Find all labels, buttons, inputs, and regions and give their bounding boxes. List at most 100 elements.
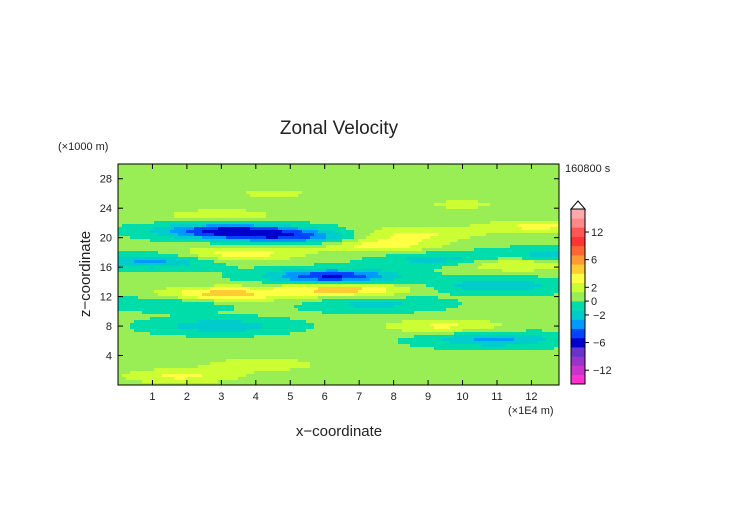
heatmap-cell [182,185,187,189]
heatmap-cell [234,209,239,213]
heatmap-cell [450,251,455,255]
heatmap-cell [474,263,479,267]
heatmap-cell [270,281,275,285]
heatmap-cell [366,185,371,189]
heatmap-cell [242,266,247,270]
heatmap-cell [274,233,279,237]
heatmap-cell [418,197,423,201]
heatmap-cell [206,215,211,219]
heatmap-cell [150,257,155,261]
heatmap-cell [138,182,143,186]
heatmap-cell [402,182,407,186]
heatmap-cell [390,248,395,252]
heatmap-cell [318,200,323,204]
heatmap-cell [398,188,403,192]
heatmap-cell [262,209,267,213]
heatmap-cell [306,230,311,234]
heatmap-cell [518,185,523,189]
heatmap-cell [222,284,227,288]
heatmap-cell [206,290,211,294]
heatmap-cell [454,170,459,174]
heatmap-cell [226,179,231,183]
heatmap-cell [290,293,295,297]
heatmap-cell [230,215,235,219]
heatmap-cell [406,221,411,225]
heatmap-cell [454,176,459,180]
heatmap-cell [134,230,139,234]
heatmap-cell [290,170,295,174]
heatmap-cell [514,218,519,222]
heatmap-cell [458,203,463,207]
heatmap-cell [522,212,527,216]
heatmap-cell [498,221,503,225]
heatmap-cell [430,260,435,264]
heatmap-cell [314,254,319,258]
heatmap-cell [346,272,351,276]
heatmap-cell [538,218,543,222]
heatmap-cell [142,182,147,186]
heatmap-cell [178,218,183,222]
heatmap-cell [198,233,203,237]
heatmap-cell [430,182,435,186]
heatmap-cell [238,194,243,198]
heatmap-cell [450,182,455,186]
heatmap-cell [438,239,443,243]
heatmap-cell [494,245,499,249]
heatmap-cell [310,185,315,189]
heatmap-cell [426,251,431,255]
heatmap-cell [318,215,323,219]
heatmap-cell [474,164,479,168]
heatmap-cell [442,164,447,168]
heatmap-cell [402,254,407,258]
heatmap-cell [478,227,483,231]
heatmap-cell [246,233,251,237]
heatmap-cell [390,212,395,216]
heatmap-cell [122,185,127,189]
heatmap-cell [530,185,535,189]
heatmap-cell [258,245,263,249]
heatmap-cell [302,248,307,252]
heatmap-cell [242,287,247,291]
heatmap-cell [506,200,511,204]
heatmap-cell [370,278,375,282]
heatmap-cell [382,200,387,204]
heatmap-cell [278,263,283,267]
heatmap-cell [510,194,515,198]
heatmap-cell [130,218,135,222]
heatmap-cell [130,170,135,174]
heatmap-cell [506,248,511,252]
heatmap-cell [490,257,495,261]
heatmap-cell [406,176,411,180]
heatmap-cell [286,224,291,228]
heatmap-cell [462,242,467,246]
heatmap-cell [354,182,359,186]
heatmap-cell [202,227,207,231]
heatmap-cell [146,257,151,261]
heatmap-cell [342,197,347,201]
heatmap-cell [206,239,211,243]
heatmap-cell [302,266,307,270]
heatmap-cell [138,245,143,249]
heatmap-cell [142,233,147,237]
heatmap-cell [350,251,355,255]
heatmap-cell [302,242,307,246]
heatmap-cell [158,209,163,213]
heatmap-cell [526,272,531,276]
heatmap-cell [442,290,447,294]
heatmap-cell [150,194,155,198]
heatmap-cell [118,233,123,237]
heatmap-cell [470,263,475,267]
heatmap-cell [194,263,199,267]
heatmap-cell [514,212,519,216]
heatmap-cell [262,278,267,282]
heatmap-cell [286,176,291,180]
heatmap-cell [166,179,171,183]
heatmap-cell [426,203,431,207]
heatmap-cell [306,170,311,174]
heatmap-cell [398,179,403,183]
heatmap-cell [518,263,523,267]
heatmap-cell [554,221,559,225]
heatmap-cell [246,257,251,261]
heatmap-cell [174,176,179,180]
heatmap-cell [482,200,487,204]
